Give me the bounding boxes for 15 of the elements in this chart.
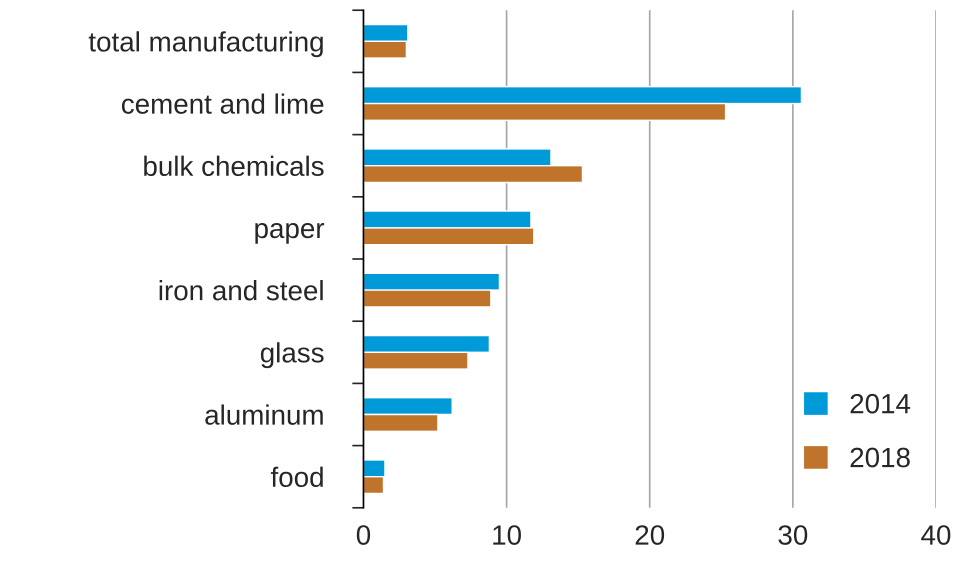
x-tick-label: 30 bbox=[778, 525, 808, 545]
y-tick-label: glass bbox=[260, 342, 324, 368]
x-tick-label: 10 bbox=[493, 525, 521, 545]
y-tick-label: cement and lime bbox=[122, 93, 324, 114]
x-tick-label: 0 bbox=[356, 525, 370, 545]
x-tick-label: 40 bbox=[921, 525, 950, 545]
x-tick-label: 20 bbox=[636, 525, 664, 545]
legend-label: 2014 bbox=[850, 394, 910, 414]
legend-label: 2018 bbox=[850, 448, 910, 468]
y-tick-label: bulk chemicals bbox=[144, 156, 324, 176]
y-tick-label: paper bbox=[255, 223, 324, 244]
y-tick-label: iron and steel bbox=[160, 280, 323, 300]
y-tick-label: aluminum bbox=[205, 404, 323, 425]
y-tick-label: total manufacturing bbox=[88, 31, 323, 58]
y-tick-label: food bbox=[270, 466, 323, 488]
